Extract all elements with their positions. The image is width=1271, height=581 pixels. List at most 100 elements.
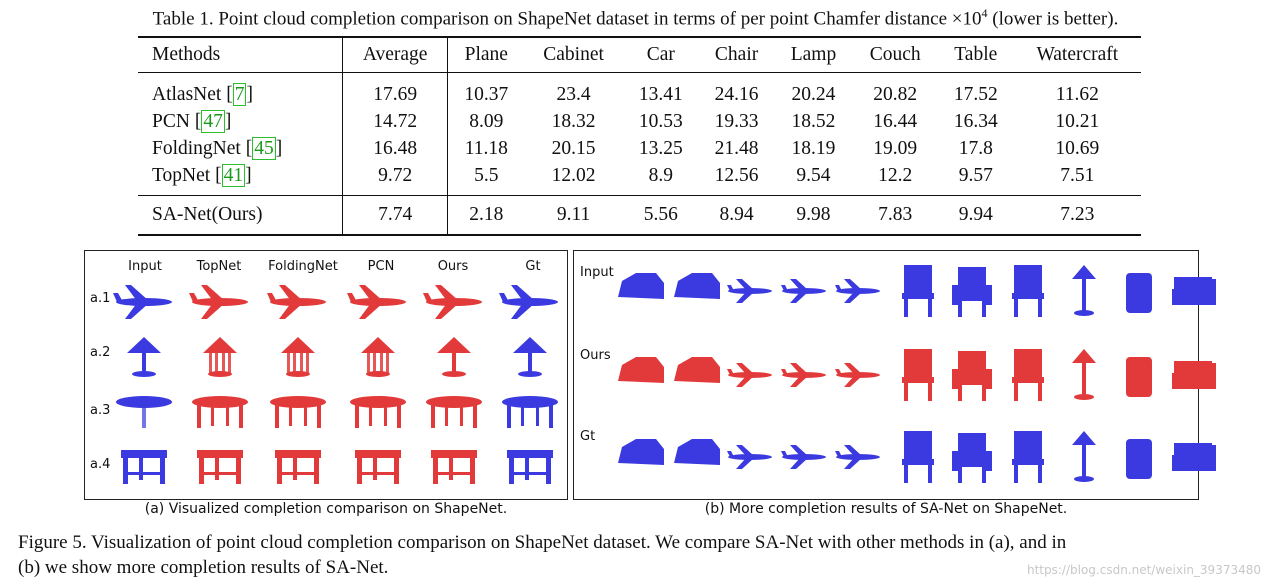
column-label-foldingnet: FoldingNet bbox=[268, 259, 338, 274]
row-label-a4: a.4 bbox=[90, 457, 111, 472]
point-cloud-thumbnail bbox=[419, 331, 489, 381]
point-cloud-thumbnail bbox=[832, 425, 884, 489]
cell-value: 20.15 bbox=[551, 137, 596, 159]
cell-value: 21.48 bbox=[714, 137, 759, 159]
citation-link[interactable]: 47 bbox=[201, 109, 225, 133]
point-cloud-thumbnail bbox=[1002, 259, 1054, 323]
point-cloud-thumbnail bbox=[778, 259, 830, 323]
figure-panel-a: Input TopNet FoldingNet PCN Ours Gt a.1 … bbox=[84, 250, 568, 500]
figure-caption-line-1: Figure 5. Visualization of point cloud c… bbox=[18, 532, 1067, 553]
method-name: TopNet [41] bbox=[138, 162, 344, 196]
citation-link[interactable]: 41 bbox=[221, 163, 246, 187]
point-cloud-thumbnail bbox=[109, 442, 179, 492]
citation-link[interactable]: 7 bbox=[232, 82, 247, 106]
cell-value: 9.94 bbox=[958, 204, 993, 225]
point-cloud-thumbnail bbox=[946, 259, 998, 323]
point-cloud-thumbnail bbox=[1112, 425, 1164, 489]
point-cloud-thumbnail bbox=[109, 277, 179, 327]
results-table: Methods Average Plane Cabinet Car Chair … bbox=[138, 36, 1141, 236]
point-cloud-thumbnail bbox=[263, 388, 333, 438]
point-cloud-thumbnail bbox=[495, 277, 565, 327]
point-cloud-thumbnail bbox=[612, 425, 664, 489]
column-label-input: Input bbox=[128, 259, 162, 274]
cell-value: 11.62 bbox=[1055, 83, 1099, 105]
point-cloud-thumbnail bbox=[1058, 259, 1110, 323]
table-header-row: Methods Average Plane Cabinet Car Chair … bbox=[138, 37, 1141, 73]
subcaption-a: (a) Visualized completion comparison on … bbox=[144, 501, 508, 517]
cell-value: 12.2 bbox=[878, 164, 913, 186]
cell-value: 10.21 bbox=[1055, 110, 1100, 132]
cell-value: 10.69 bbox=[1055, 137, 1100, 159]
cell-value: 10.53 bbox=[638, 110, 683, 132]
point-cloud-thumbnail bbox=[419, 277, 489, 327]
cell-value: 17.8 bbox=[958, 137, 993, 159]
row-label-a1: a.1 bbox=[90, 291, 111, 306]
table-row: TopNet [41] 9.72 5.5 12.02 8.9 12.56 9.5… bbox=[138, 162, 1141, 196]
cell-value: 18.19 bbox=[791, 137, 836, 159]
point-cloud-thumbnail bbox=[892, 425, 944, 489]
header-lamp: Lamp bbox=[790, 44, 837, 65]
table-row-ours: SA-Net(Ours) 7.74 2.18 9.11 5.56 8.94 9.… bbox=[138, 195, 1141, 235]
cell-value: 8.09 bbox=[469, 110, 504, 132]
cell-value: 17.69 bbox=[342, 72, 449, 108]
cell-value-best: 5.56 bbox=[643, 204, 678, 225]
cell-value: 9.72 bbox=[342, 162, 449, 196]
cell-value: 19.33 bbox=[714, 110, 759, 132]
figure-caption-line-2: (b) we show more completion results of S… bbox=[18, 557, 389, 578]
point-cloud-thumbnail bbox=[109, 331, 179, 381]
cell-value: 11.18 bbox=[464, 137, 508, 159]
point-cloud-thumbnail bbox=[1166, 425, 1218, 489]
point-cloud-thumbnail bbox=[1058, 425, 1110, 489]
cell-value-best: 9.54 bbox=[796, 164, 831, 186]
cell-value: 20.82 bbox=[873, 83, 918, 105]
cell-value: 14.72 bbox=[342, 108, 449, 135]
method-name: PCN [47] bbox=[138, 108, 344, 135]
header-watercraft: Watercraft bbox=[1036, 44, 1119, 65]
citation-link[interactable]: 45 bbox=[252, 136, 276, 160]
point-cloud-thumbnail bbox=[1112, 259, 1164, 323]
cell-value: 18.32 bbox=[551, 110, 596, 132]
method-name: AtlasNet [7] bbox=[138, 72, 344, 108]
point-cloud-thumbnail bbox=[778, 343, 830, 407]
point-cloud-thumbnail bbox=[1166, 343, 1218, 407]
figure-panel-b: Input Ours Gt bbox=[573, 250, 1216, 500]
point-cloud-thumbnail bbox=[946, 425, 998, 489]
point-cloud-thumbnail bbox=[185, 388, 255, 438]
point-cloud-thumbnail bbox=[612, 259, 664, 323]
point-cloud-thumbnail bbox=[419, 442, 489, 492]
row-label-ours: Ours bbox=[580, 348, 611, 363]
header-average: Average bbox=[342, 37, 449, 73]
point-cloud-thumbnail bbox=[263, 277, 333, 327]
point-cloud-thumbnail bbox=[724, 425, 776, 489]
cell-value: 19.09 bbox=[873, 137, 918, 159]
point-cloud-thumbnail bbox=[185, 277, 255, 327]
point-cloud-thumbnail bbox=[343, 277, 413, 327]
point-cloud-thumbnail bbox=[343, 331, 413, 381]
row-label-gt: Gt bbox=[580, 429, 596, 444]
cell-value: 16.48 bbox=[342, 135, 449, 162]
cell-value: 12.02 bbox=[551, 164, 596, 186]
point-cloud-thumbnail bbox=[495, 331, 565, 381]
table-caption: Table 1. Point cloud completion comparis… bbox=[152, 6, 1119, 30]
column-label-topnet: TopNet bbox=[196, 259, 242, 274]
cell-value: 18.52 bbox=[791, 110, 836, 132]
method-name: SA-Net(Ours) bbox=[138, 195, 344, 235]
point-cloud-thumbnail bbox=[1166, 259, 1218, 323]
point-cloud-thumbnail bbox=[612, 343, 664, 407]
point-cloud-thumbnail bbox=[1002, 343, 1054, 407]
cell-value: 10.37 bbox=[464, 83, 509, 105]
header-methods: Methods bbox=[138, 37, 344, 73]
cell-value: 12.56 bbox=[714, 164, 759, 186]
watermark: https://blog.csdn.net/weixin_39373480 bbox=[1026, 563, 1261, 577]
cell-value-best: 7.83 bbox=[878, 204, 913, 225]
column-label-gt: Gt bbox=[525, 259, 541, 274]
header-car: Car bbox=[646, 44, 675, 65]
cell-value: 24.16 bbox=[714, 83, 759, 105]
point-cloud-thumbnail bbox=[263, 442, 333, 492]
header-plane: Plane bbox=[464, 44, 508, 65]
table-row: PCN [47] 14.72 8.09 18.32 10.53 19.33 18… bbox=[138, 108, 1141, 135]
point-cloud-thumbnail bbox=[343, 388, 413, 438]
point-cloud-thumbnail bbox=[832, 259, 884, 323]
point-cloud-thumbnail bbox=[495, 442, 565, 492]
cell-value: 7.51 bbox=[1060, 164, 1095, 186]
